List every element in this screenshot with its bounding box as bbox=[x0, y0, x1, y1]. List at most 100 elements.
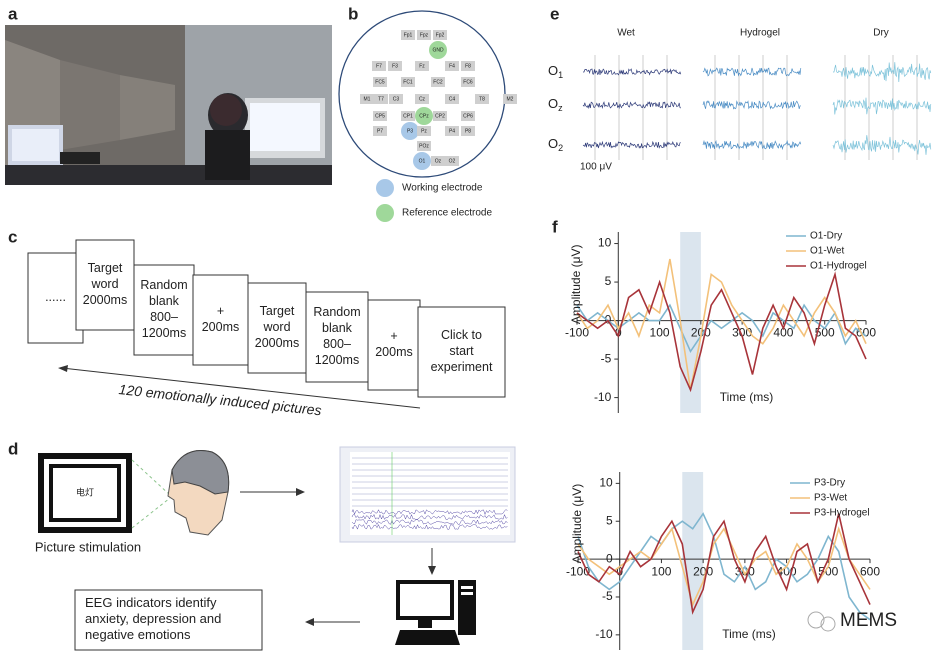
electrode-label: Fp2 bbox=[436, 32, 445, 38]
electrode-label: FC6 bbox=[463, 79, 473, 85]
result-line: anxiety, depression and bbox=[85, 611, 221, 626]
screen-trace bbox=[351, 523, 508, 530]
electrode bbox=[372, 61, 386, 71]
eeg-trace bbox=[582, 140, 681, 149]
electrode bbox=[461, 111, 475, 121]
electrode-label: CP6 bbox=[463, 113, 473, 119]
legend-label: P3-Wet bbox=[814, 493, 847, 504]
y-tick-label: -10 bbox=[594, 390, 612, 404]
x-tick-label: 600 bbox=[856, 326, 876, 340]
channel-label: Oz bbox=[548, 96, 563, 113]
electrode bbox=[388, 61, 402, 71]
electrode-label: F3 bbox=[392, 63, 398, 69]
result-line: EEG indicators identify bbox=[85, 595, 217, 610]
series-line bbox=[577, 512, 871, 621]
channel-sub: 1 bbox=[558, 70, 563, 80]
x-tick-label: 100 bbox=[650, 326, 670, 340]
channel-label: O2 bbox=[548, 136, 563, 153]
panel-label: a bbox=[8, 4, 18, 23]
electrode-label: F4 bbox=[449, 63, 455, 69]
screen-trace bbox=[351, 513, 508, 520]
y-axis-label: Amplitude (μV) bbox=[569, 244, 583, 324]
eeg-trace bbox=[702, 100, 801, 110]
electrode bbox=[445, 156, 459, 166]
electrode-label: F8 bbox=[465, 63, 471, 69]
step-line: ...... bbox=[45, 290, 66, 304]
panel-label: c bbox=[8, 227, 17, 246]
electrode-label: FC2 bbox=[433, 79, 443, 85]
electrode bbox=[374, 94, 388, 104]
x-tick-label: 100 bbox=[651, 564, 671, 578]
electrode bbox=[415, 61, 429, 71]
legend-label: O1-Hydrogel bbox=[810, 261, 867, 272]
panel-label: f bbox=[552, 217, 558, 236]
series-line bbox=[577, 526, 871, 607]
step-text: Target word 2000ms bbox=[83, 261, 127, 307]
electrode bbox=[389, 94, 403, 104]
electrode bbox=[417, 141, 431, 151]
condition-label: Hydrogel bbox=[740, 28, 780, 39]
electrode-label: CPz bbox=[419, 113, 429, 119]
electrode bbox=[433, 30, 447, 40]
electrode bbox=[431, 77, 445, 87]
step-text: Target word 2000ms bbox=[255, 304, 299, 350]
screen-trace bbox=[351, 519, 508, 526]
stimulus-text: 电灯 bbox=[76, 486, 94, 497]
electrode-label: C4 bbox=[449, 96, 456, 102]
procedure-caption: 120 emotionally induced pictures bbox=[118, 381, 322, 418]
legend-label: Reference electrode bbox=[402, 208, 492, 219]
electrode-label: FC5 bbox=[375, 79, 385, 85]
step-line: 2000ms bbox=[255, 336, 299, 350]
channel-main: O bbox=[548, 96, 558, 111]
stimulus-caption: Picture stimulation bbox=[35, 539, 141, 554]
electrode bbox=[445, 61, 459, 71]
legend-label: Working electrode bbox=[402, 183, 483, 194]
eeg-trace bbox=[583, 68, 682, 76]
electrode-label: CP5 bbox=[375, 113, 385, 119]
scale-label: 100 μV bbox=[580, 162, 612, 173]
electrode bbox=[429, 41, 447, 59]
electrode bbox=[373, 111, 387, 121]
step-line: 800– bbox=[323, 337, 351, 351]
step-line: experiment bbox=[431, 360, 493, 374]
series-line bbox=[577, 513, 871, 615]
eeg-screenshot bbox=[339, 446, 516, 543]
electrode-label: M2 bbox=[507, 96, 514, 102]
electrode bbox=[461, 126, 475, 136]
electrode-label: C3 bbox=[393, 96, 400, 102]
step-line: start bbox=[449, 344, 474, 358]
channel-sub: 2 bbox=[558, 143, 563, 153]
step-text: ...... bbox=[45, 290, 66, 304]
electrode-label: P3 bbox=[407, 128, 413, 134]
arrowhead bbox=[428, 566, 436, 575]
electrode-label: Fpz bbox=[420, 32, 429, 38]
step-line: Random bbox=[140, 278, 187, 292]
step-line: 200ms bbox=[202, 320, 240, 334]
arrowhead bbox=[296, 488, 305, 496]
eeg-trace bbox=[833, 62, 932, 83]
x-tick-label: 500 bbox=[815, 326, 835, 340]
channel-sub: z bbox=[558, 103, 563, 113]
electrode-label: Pz bbox=[421, 128, 427, 134]
computer-icon bbox=[395, 580, 476, 645]
watermark: MEMS bbox=[807, 610, 897, 632]
condition-label: Wet bbox=[617, 28, 635, 39]
electrode-label: O2 bbox=[449, 158, 456, 164]
step-line: Target bbox=[260, 304, 295, 318]
x-tick-label: 200 bbox=[693, 564, 713, 578]
eeg-trace bbox=[832, 97, 932, 115]
sight-line bbox=[131, 497, 171, 529]
step-line: word bbox=[90, 277, 118, 291]
electrode-label: POz bbox=[419, 143, 429, 149]
eeg-trace bbox=[832, 135, 932, 155]
electrode bbox=[401, 77, 415, 87]
screen-trace bbox=[351, 508, 508, 516]
electrode bbox=[401, 111, 415, 121]
highlight-band bbox=[682, 472, 704, 650]
x-axis-label: Time (ms) bbox=[722, 627, 776, 641]
step-line: 1200ms bbox=[315, 353, 359, 367]
result-box bbox=[74, 589, 263, 651]
eeg-trace bbox=[582, 101, 681, 110]
step-text: Random blank 800– 1200ms bbox=[140, 278, 187, 340]
electrode-label: T7 bbox=[378, 96, 384, 102]
